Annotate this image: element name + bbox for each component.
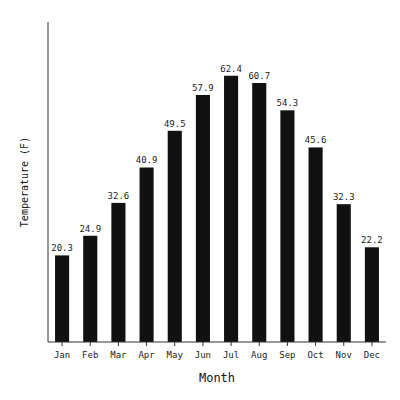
x-tick xyxy=(315,342,316,346)
x-axis-line xyxy=(48,342,386,343)
bar xyxy=(55,255,69,342)
x-tick-label: Nov xyxy=(336,350,352,360)
data-label: 20.3 xyxy=(51,243,73,253)
data-label: 24.9 xyxy=(79,224,101,234)
data-label: 32.3 xyxy=(333,192,355,202)
x-tick-label: Sep xyxy=(279,350,295,360)
bar xyxy=(111,203,125,342)
x-tick-label: Aug xyxy=(251,350,267,360)
x-tick xyxy=(231,342,232,346)
bar xyxy=(140,167,154,342)
x-tick-label: Feb xyxy=(82,350,98,360)
data-label: 45.6 xyxy=(305,135,327,145)
y-axis-line xyxy=(48,22,49,342)
data-label: 54.3 xyxy=(277,98,299,108)
x-tick xyxy=(259,342,260,346)
x-tick-label: Apr xyxy=(138,350,155,360)
x-axis-label: Month xyxy=(199,371,235,385)
bars xyxy=(55,76,379,342)
x-tick-label: Mar xyxy=(110,350,127,360)
bar xyxy=(168,131,182,342)
x-tick-label: Jul xyxy=(223,350,239,360)
y-axis-label: Temperature (F) xyxy=(19,137,30,227)
data-label: 32.6 xyxy=(108,191,130,201)
data-label: 49.5 xyxy=(164,119,186,129)
data-label: 62.4 xyxy=(220,64,242,74)
x-tick-label: Dec xyxy=(364,350,380,360)
x-tick-label: May xyxy=(167,350,184,360)
x-tick xyxy=(62,342,63,346)
bar xyxy=(252,83,266,342)
data-label: 40.9 xyxy=(136,155,158,165)
chart-container: 20.3 24.9 32.6 40.9 49.5 57.9 62.4 60.7 54.3 45.6… xyxy=(0,0,400,400)
x-tick-label: Oct xyxy=(307,350,323,360)
x-tick xyxy=(371,342,372,346)
data-label: 57.9 xyxy=(192,83,214,93)
x-tick xyxy=(343,342,344,346)
bar xyxy=(309,147,323,342)
bar xyxy=(83,236,97,342)
bar xyxy=(280,110,294,342)
x-tick xyxy=(174,342,175,346)
bar xyxy=(196,95,210,342)
x-tick-label: Jan xyxy=(54,350,70,360)
x-tick-label: Jun xyxy=(195,350,211,360)
x-tick xyxy=(90,342,91,346)
x-tick xyxy=(146,342,147,346)
x-tick xyxy=(287,342,288,346)
bar xyxy=(337,204,351,342)
data-label: 22.2 xyxy=(361,235,383,245)
x-tick xyxy=(118,342,119,346)
chart: 20.3 24.9 32.6 40.9 49.5 57.9 62.4 60.7 54.3 45.6… xyxy=(0,0,400,400)
x-tick xyxy=(202,342,203,346)
data-label: 60.7 xyxy=(248,71,270,81)
bar xyxy=(365,247,379,342)
bar xyxy=(224,76,238,342)
